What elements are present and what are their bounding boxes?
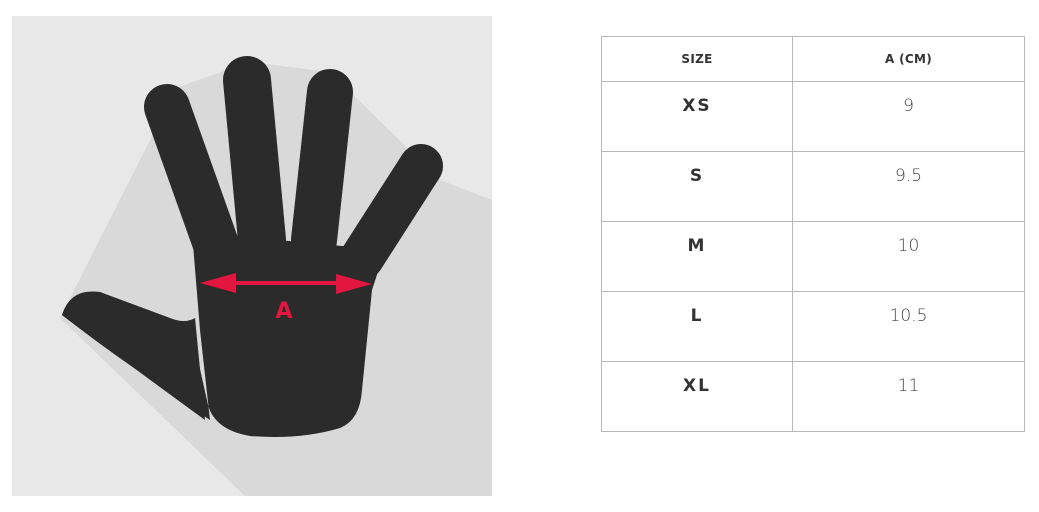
a-cell: 11 bbox=[792, 361, 1025, 432]
size-chart-table: SIZE A (CM) XS 9 S 9.5 M 10 L 10.5 XL 11 bbox=[601, 36, 1025, 432]
a-cell: 9 bbox=[792, 81, 1025, 152]
table-row: S 9.5 bbox=[601, 151, 1025, 222]
hand-icon: A bbox=[60, 56, 492, 496]
size-cell: S bbox=[601, 151, 793, 222]
table-row: XL 11 bbox=[601, 361, 1025, 432]
a-cell: 10.5 bbox=[792, 291, 1025, 362]
hand-measurement-illustration: A bbox=[12, 16, 492, 496]
fingers bbox=[144, 56, 443, 280]
size-cell: L bbox=[601, 291, 793, 362]
size-cell: XL bbox=[601, 361, 793, 432]
header-a-cm: A (CM) bbox=[792, 36, 1025, 82]
header-size: SIZE bbox=[601, 36, 793, 82]
width-arrow bbox=[200, 273, 372, 294]
table-row: L 10.5 bbox=[601, 291, 1025, 362]
thumb bbox=[62, 291, 205, 420]
a-cell: 10 bbox=[792, 221, 1025, 292]
table-header: SIZE A (CM) bbox=[601, 36, 1025, 82]
measurement-label: A bbox=[275, 299, 292, 324]
a-cell: 9.5 bbox=[792, 151, 1025, 222]
size-cell: XS bbox=[601, 81, 793, 152]
table-row: XS 9 bbox=[601, 81, 1025, 152]
size-cell: M bbox=[601, 221, 793, 292]
table-row: M 10 bbox=[601, 221, 1025, 292]
